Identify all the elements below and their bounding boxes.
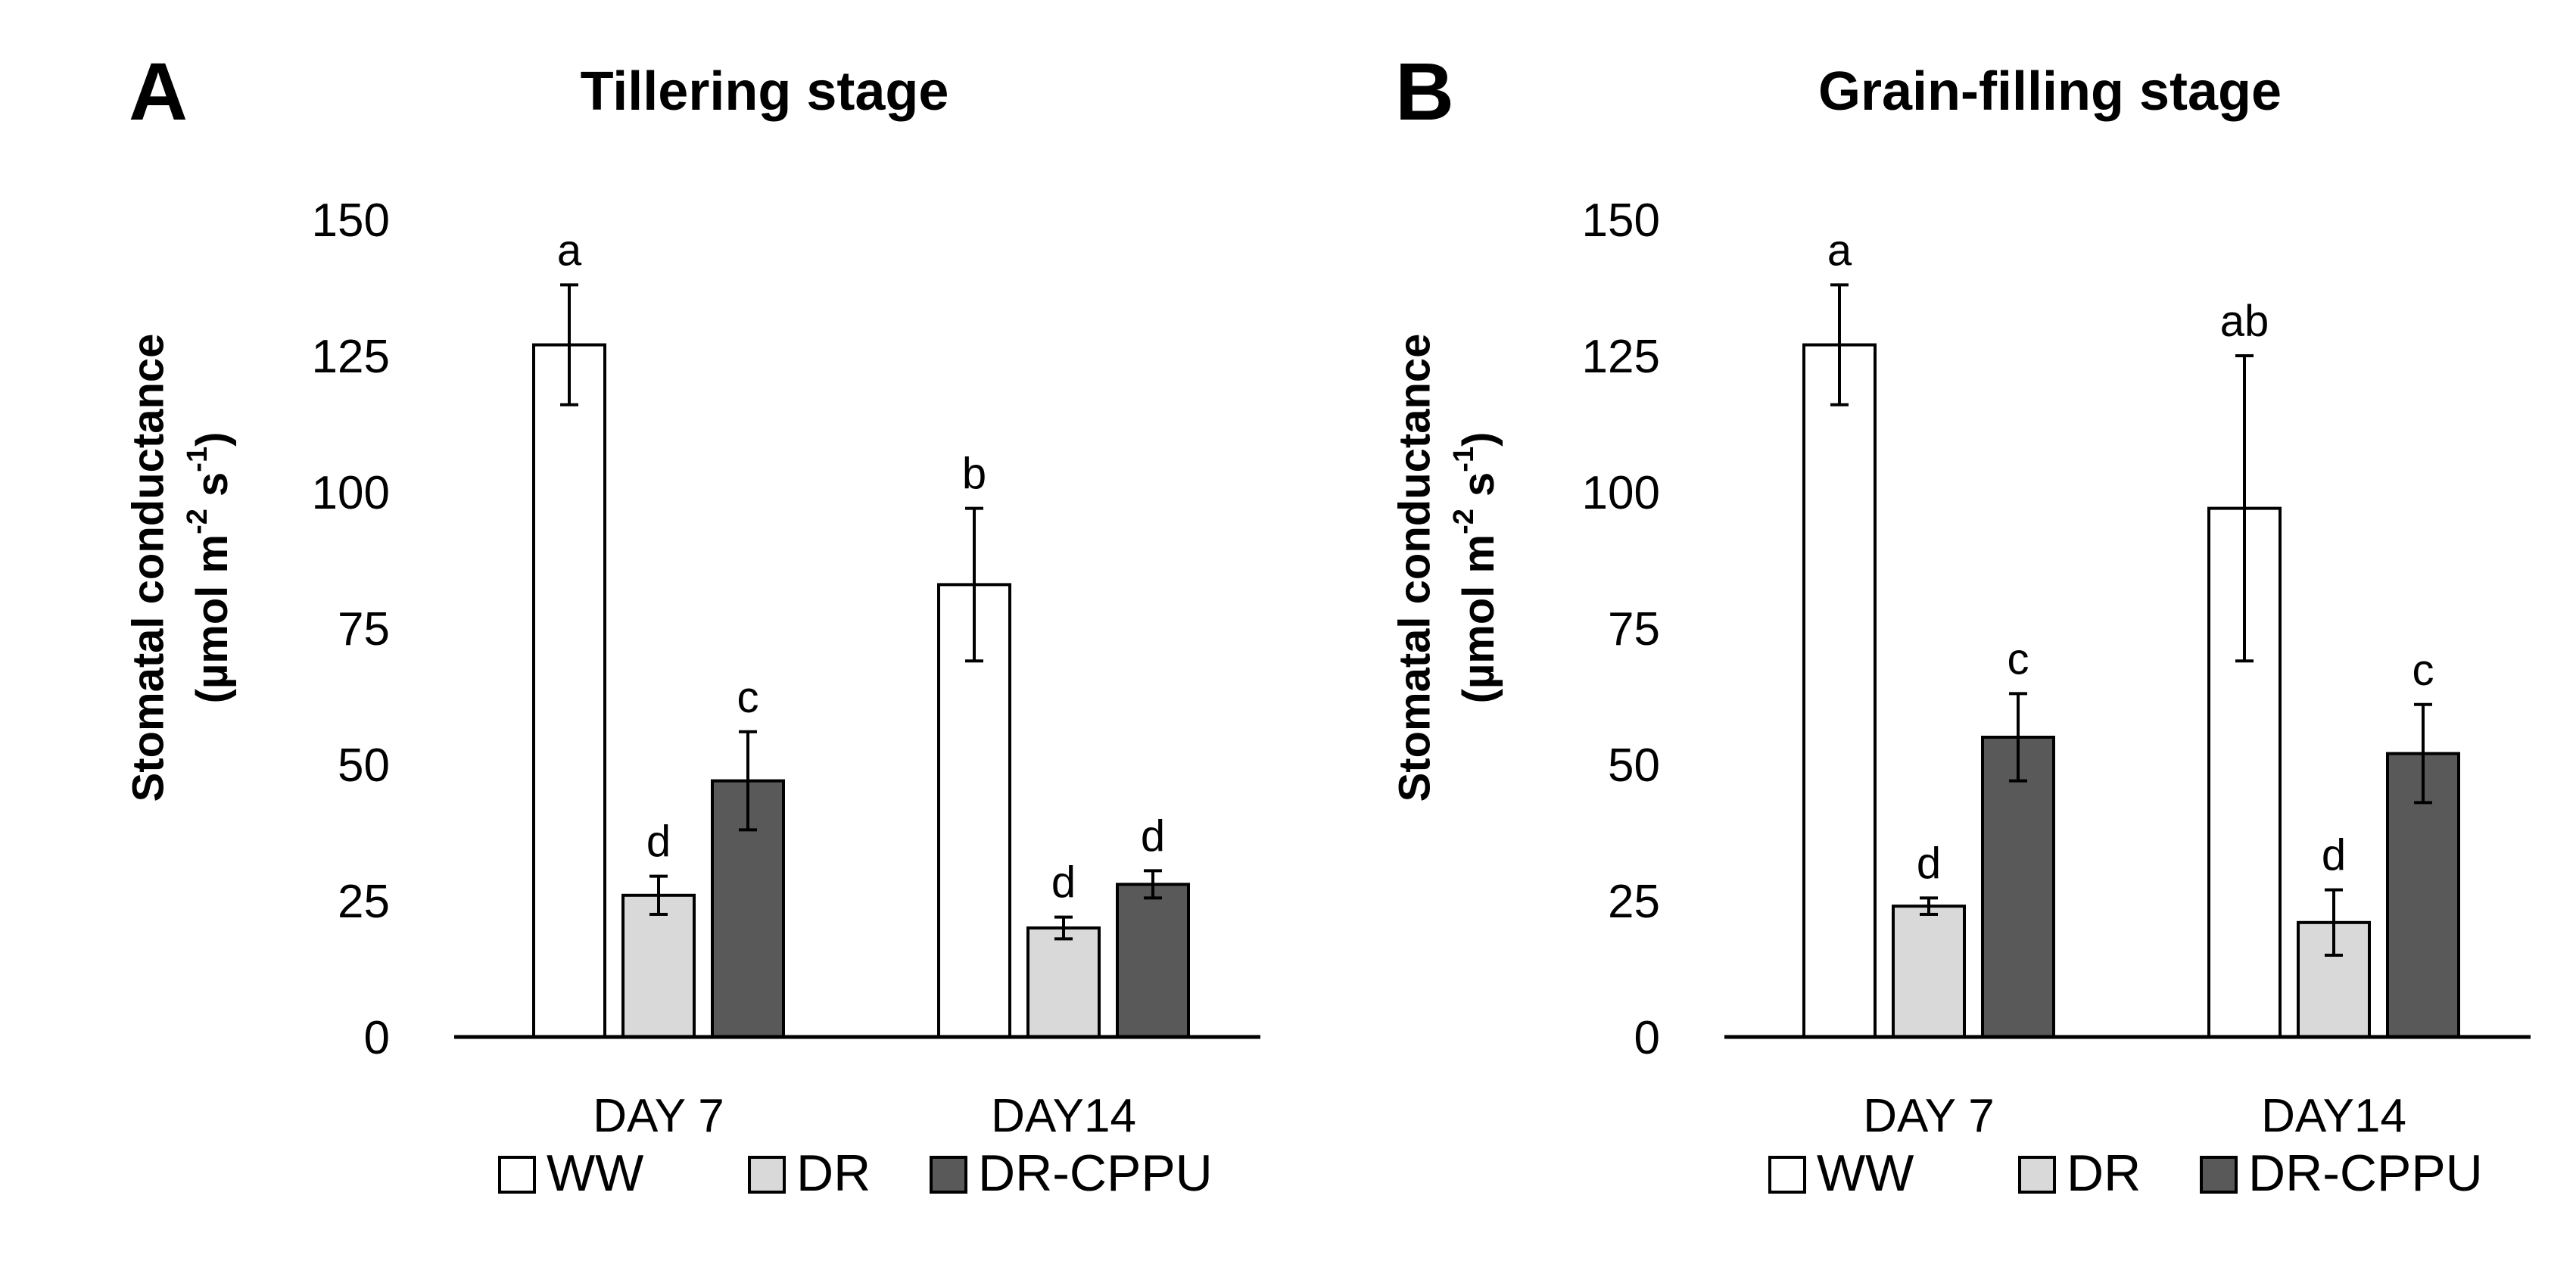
y-tick-label: 125 bbox=[312, 331, 390, 383]
y-axis-unit-sup1: -2 bbox=[1448, 509, 1480, 534]
legend-swatch-dr-cppu bbox=[930, 1156, 967, 1194]
y-axis-unit-mid: s bbox=[188, 472, 237, 509]
legend-swatch-ww bbox=[1768, 1156, 1806, 1194]
y-tick-label: 0 bbox=[364, 1012, 390, 1064]
y-axis-label: Stomatal conductance bbox=[1390, 334, 1439, 802]
bar-dr-1 bbox=[621, 893, 696, 1039]
legend-label: WW bbox=[1817, 1144, 1914, 1202]
significance-letter: c bbox=[2412, 646, 2434, 695]
legend-label: DR bbox=[2067, 1144, 2141, 1202]
y-tick-label: 75 bbox=[338, 603, 390, 655]
y-axis-unit-sup2: -1 bbox=[1448, 447, 1480, 472]
y-tick-label: 75 bbox=[1608, 603, 1660, 655]
bar-dr-1 bbox=[1892, 904, 1966, 1038]
y-axis-unit-end: ) bbox=[1454, 432, 1503, 447]
y-axis-unit: (µmol m-2 s-1) bbox=[1448, 432, 1503, 704]
x-tick-label: DAY14 bbox=[2261, 1090, 2406, 1142]
y-axis-unit-line2: (µmol m bbox=[1454, 534, 1503, 704]
legend-label: DR-CPPU bbox=[978, 1144, 1213, 1202]
significance-letter: b bbox=[962, 450, 986, 499]
y-axis-unit-sup2: -1 bbox=[182, 447, 213, 472]
y-axis-unit-mid: s bbox=[1454, 472, 1503, 509]
y-axis-unit-sup1: -2 bbox=[182, 509, 213, 534]
significance-letter: a bbox=[557, 226, 582, 275]
significance-letter: ab bbox=[2220, 297, 2269, 346]
legend-label: WW bbox=[547, 1144, 643, 1202]
y-axis-unit-end: ) bbox=[188, 432, 237, 447]
significance-letter: d bbox=[2322, 831, 2346, 880]
y-tick-label: 25 bbox=[1608, 876, 1660, 928]
y-tick-label: 25 bbox=[338, 876, 390, 928]
legend-swatch-dr bbox=[748, 1156, 786, 1194]
chart-title: Tillering stage bbox=[581, 61, 949, 122]
panel-letter: A bbox=[129, 45, 188, 137]
x-tick-label: DAY 7 bbox=[593, 1090, 724, 1142]
significance-letter: d bbox=[646, 817, 671, 867]
y-axis-label: Stomatal conductance bbox=[123, 334, 173, 802]
chart-title: Grain-filling stage bbox=[1818, 61, 2282, 122]
significance-letter: d bbox=[1051, 858, 1076, 908]
significance-letter: a bbox=[1827, 226, 1852, 275]
significance-letter: d bbox=[1917, 839, 1941, 888]
y-tick-label: 125 bbox=[1582, 331, 1660, 383]
y-tick-label: 50 bbox=[338, 739, 390, 792]
x-tick-label: DAY 7 bbox=[1863, 1090, 1994, 1142]
panel-b: B Grain-filling stage Stomatal conductance… bbox=[1390, 45, 2531, 1202]
bar-ww-1 bbox=[532, 343, 606, 1039]
y-axis-unit: (µmol m-2 s-1) bbox=[182, 432, 237, 704]
y-tick-label: 50 bbox=[1608, 739, 1660, 792]
y-axis-unit-line2: (µmol m bbox=[188, 534, 237, 704]
panel-letter: B bbox=[1395, 45, 1454, 137]
bar-dr-cppu-2 bbox=[1116, 883, 1190, 1039]
significance-letter: c bbox=[2008, 634, 2029, 683]
bar-ww-1 bbox=[1802, 343, 1877, 1039]
y-tick-label: 100 bbox=[1582, 467, 1660, 519]
significance-letter: c bbox=[737, 673, 759, 722]
y-tick-label: 0 bbox=[1634, 1012, 1660, 1064]
x-tick-label: DAY14 bbox=[991, 1090, 1136, 1142]
y-tick-label: 150 bbox=[1582, 195, 1660, 247]
legend-swatch-ww bbox=[498, 1156, 536, 1194]
y-tick-label: 100 bbox=[312, 467, 390, 519]
significance-letter: d bbox=[1141, 811, 1165, 861]
legend-label: DR-CPPU bbox=[2248, 1144, 2483, 1202]
y-tick-label: 150 bbox=[312, 195, 390, 247]
legend-label: DR bbox=[796, 1144, 871, 1202]
legend-swatch-dr bbox=[2018, 1156, 2056, 1194]
legend-swatch-dr-cppu bbox=[2200, 1156, 2238, 1194]
bar-dr-2 bbox=[1026, 926, 1101, 1038]
